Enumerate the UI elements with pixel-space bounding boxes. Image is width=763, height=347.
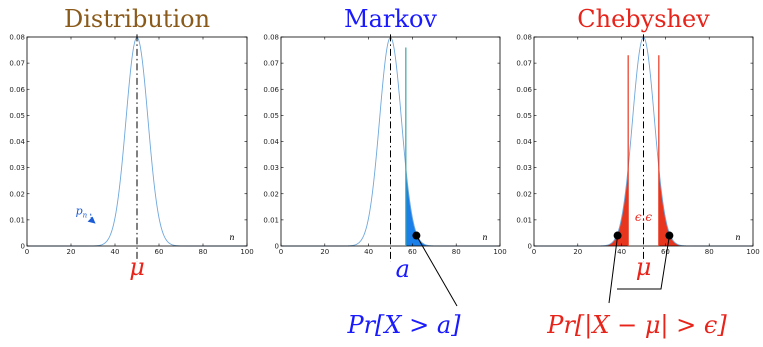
y-tick-label: 0 [21,243,25,251]
x-axis-label: n [229,233,234,242]
y-tick-label: 0.07 [9,60,25,68]
y-tick-label: 0.07 [516,60,532,68]
y-tick-label: 0.01 [263,216,279,224]
y-tick-label: 0.03 [516,164,532,172]
markov-probability-label: Pr[X > a] [346,311,461,339]
pn-subscript: n [83,212,88,220]
x-tick-label: 20 [320,248,329,256]
epsilon-label: ϵ.ϵ [635,210,653,224]
x-tick-label: 40 [364,248,373,256]
x-tick-label: 80 [705,248,714,256]
x-tick-label: 100 [493,248,506,256]
mu-label: μ [129,253,145,281]
x-tick-label: 0 [532,248,536,256]
x-tick-label: 40 [617,248,626,256]
x-tick-label: 40 [111,248,120,256]
y-tick-label: 0.04 [9,138,25,146]
x-axis-label: n [735,233,740,242]
chart-title: Markov [344,5,437,33]
y-tick-label: 0.01 [9,216,25,224]
x-tick-label: 20 [67,248,76,256]
y-tick-label: 0.04 [263,138,279,146]
y-tick-label: 0.06 [516,86,532,94]
x-tick-label: 80 [199,248,208,256]
pn-arrow-head [87,216,96,224]
x-tick-label: 60 [408,248,417,256]
pointer-line [415,235,458,307]
x-tick-label: 0 [25,248,29,256]
y-tick-label: 0.02 [9,190,25,198]
y-tick-label: 0.04 [516,138,532,146]
x-tick-label: 100 [746,248,759,256]
x-tick-label: 100 [240,248,253,256]
chart-title: Distribution [64,5,210,33]
y-tick-label: 0.08 [263,34,279,42]
pointer-line-right [617,235,670,290]
y-tick-label: 0.02 [263,190,279,198]
y-tick-label: 0.03 [9,164,25,172]
x-axis-label: n [482,233,487,242]
chart-panel-2: Markov 0 20 40 60 80 100 0 0.01 0.02 0.03 0.04 0.05 0… [263,5,506,339]
y-tick-label: 0.02 [516,190,532,198]
y-tick-label: 0.08 [9,34,25,42]
y-tick-label: 0.05 [9,112,25,120]
x-tick-label: 80 [452,248,461,256]
chart-panel-3: Chebyshev 0 20 40 60 80 100 0 0.01 0.02 0.03 0.04 0.… [516,5,759,340]
y-tick-label: 0.05 [263,112,279,120]
chebyshev-probability-label: Pr[|X − μ| > ϵ] [546,311,727,340]
x-tick-label: 60 [155,248,164,256]
y-tick-label: 0 [528,243,532,251]
y-tick-label: 0.06 [263,86,279,94]
y-tick-label: 0.08 [516,34,532,42]
y-tick-label: 0 [275,243,279,251]
y-tick-label: 0.05 [516,112,532,120]
x-tick-label: 20 [573,248,582,256]
y-tick-label: 0.03 [263,164,279,172]
pn-label: p [76,205,83,218]
x-tick-label: 60 [661,248,670,256]
mu-label: μ [636,253,652,281]
x-tick-label: 0 [279,248,283,256]
y-tick-label: 0.06 [9,86,25,94]
chart-panel-1: Distribution 0 20 40 60 80 100 0 0.01 0.02 0.03 0.0… [9,5,253,281]
a-label: a [396,255,410,283]
pointer-line-left [608,235,619,304]
y-tick-label: 0.01 [516,216,532,224]
y-tick-label: 0.07 [263,60,279,68]
chart-title: Chebyshev [577,5,710,33]
pn-arrow-line [90,213,93,221]
